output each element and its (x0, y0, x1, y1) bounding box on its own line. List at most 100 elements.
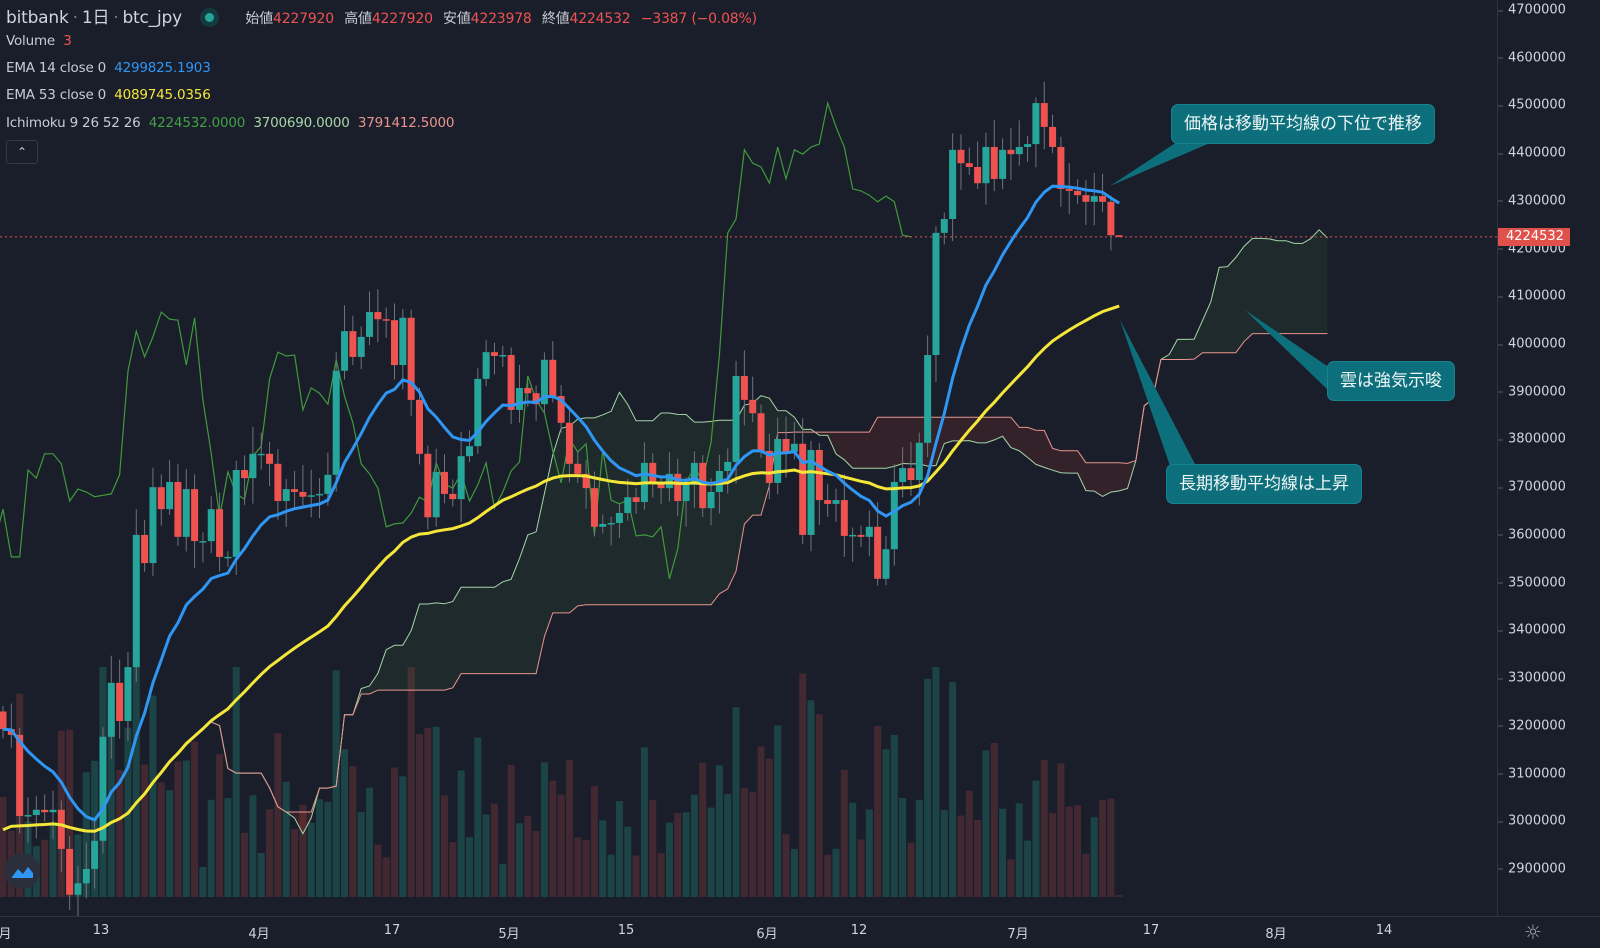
candle-body (124, 667, 132, 722)
ema53-line (2, 304, 1120, 833)
x-tick-label: 17 (1142, 923, 1160, 938)
cloud-segment (1119, 462, 1128, 491)
candle-body (57, 809, 65, 849)
candle-body (166, 481, 174, 510)
callout-pointer (1110, 140, 1210, 186)
volume-legend[interactable]: Volume 3 (6, 33, 72, 49)
candle-body (24, 815, 32, 817)
time-axis[interactable]: 月 13 4月 17 5月 15 6月 12 7月 17 8月 14 (0, 916, 1600, 948)
cloud-segment (1085, 462, 1095, 492)
candle-body (149, 487, 157, 564)
cloud-segment (1194, 320, 1203, 360)
settings-gear-icon[interactable]: ☼ (1524, 920, 1542, 944)
volume-bar (557, 794, 565, 897)
cloud-segment (469, 587, 478, 674)
candle-body (482, 352, 490, 379)
volume-value: 3 (63, 33, 72, 49)
cloud-segment (1185, 339, 1195, 360)
volume-bar (207, 799, 215, 897)
volume-bar (690, 794, 698, 897)
candle-body (590, 488, 598, 527)
candle-body (624, 497, 632, 513)
volume-bar (940, 810, 948, 897)
volume-bar (132, 667, 140, 897)
ema14-legend[interactable]: EMA 14 close 0 4299825.1903 (6, 60, 211, 76)
volume-bar (149, 695, 157, 897)
candle-body (274, 463, 282, 502)
candle-body (1115, 235, 1123, 237)
candle-body (16, 734, 24, 816)
symbol-name[interactable]: btc_jpy (122, 8, 182, 28)
cloud-segment (885, 417, 895, 469)
annotation-callout[interactable]: 長期移動平均線は上昇 (1166, 464, 1362, 504)
candle-body (707, 491, 715, 509)
tradingview-logo[interactable] (4, 853, 40, 889)
low-value: 4223978 (470, 11, 532, 27)
volume-bar (724, 794, 732, 897)
candle-body (657, 483, 665, 489)
cloud-segment (461, 587, 470, 674)
cloud-segment (427, 602, 437, 691)
cloud-segment (935, 417, 945, 466)
x-tick-label: 14 (1375, 923, 1393, 938)
candle-body (1099, 196, 1107, 202)
volume-bar (532, 830, 540, 897)
volume-bar (440, 795, 448, 897)
candle-body (790, 443, 798, 452)
ema53-legend[interactable]: EMA 53 close 0 4089745.0356 (6, 87, 211, 103)
cloud-segment (994, 417, 1003, 440)
candle-body (840, 500, 848, 536)
candle-body (465, 446, 473, 457)
candle-body (490, 352, 498, 356)
candle-body (515, 387, 523, 410)
volume-bar (524, 816, 532, 897)
volume-bar (382, 857, 390, 897)
volume-bar (657, 853, 665, 897)
volume-bar (732, 707, 740, 897)
volume-bar (840, 769, 848, 897)
ichimoku-legend[interactable]: Ichimoku 9 26 52 26 4224532.0000 3700690… (6, 115, 454, 131)
volume-bar (232, 667, 240, 897)
cloud-segment (577, 417, 587, 606)
cloud-segment (511, 558, 520, 674)
y-tick-label: 4300000 (1498, 193, 1566, 209)
candle-body (799, 443, 807, 535)
cloud-segment (536, 493, 545, 674)
candle-body (949, 149, 957, 220)
volume-bar (849, 802, 857, 897)
cloud-segment (619, 392, 628, 605)
collapse-legend-button[interactable]: ⌃ (6, 140, 38, 164)
volume-bar (682, 812, 690, 897)
price-chart[interactable] (0, 0, 1497, 916)
cloud-segment (494, 581, 503, 674)
volume-bar (424, 727, 432, 897)
cloud-segment (1269, 238, 1278, 334)
candle-body (1032, 103, 1040, 145)
volume-bar (665, 822, 673, 897)
cloud-segment (1102, 462, 1111, 497)
candle-body (316, 493, 324, 496)
volume-bar (474, 737, 482, 897)
volume-bar (1049, 813, 1057, 897)
volume-bar (1024, 840, 1032, 897)
interval[interactable]: 1日 (81, 8, 110, 28)
candle-body (49, 809, 57, 813)
candle-body (324, 474, 332, 494)
volume-bar (41, 839, 49, 897)
close-label: 終値 (541, 11, 570, 27)
cloud-segment (819, 432, 828, 436)
ema14-line (2, 184, 1120, 822)
y-tick-label: 4400000 (1498, 145, 1566, 161)
last-price-label: 4224532 (1498, 227, 1570, 246)
volume-bar (982, 750, 990, 897)
annotation-callout[interactable]: 雲は強気示唆 (1327, 361, 1455, 401)
cloud-segment (1235, 246, 1245, 353)
cloud-logo-icon (12, 867, 33, 878)
volume-bar (199, 866, 207, 897)
cloud-segment (436, 602, 445, 691)
cloud-segment (1294, 243, 1303, 334)
x-tick-label: 月 (0, 927, 12, 942)
price-axis[interactable]: 4700000 4600000 4500000 4400000 4300000 42000… (1497, 0, 1600, 916)
change-value: −3387 (−0.08%) (640, 11, 757, 27)
annotation-callout[interactable]: 価格は移動平均線の下位で推移 (1171, 104, 1435, 144)
